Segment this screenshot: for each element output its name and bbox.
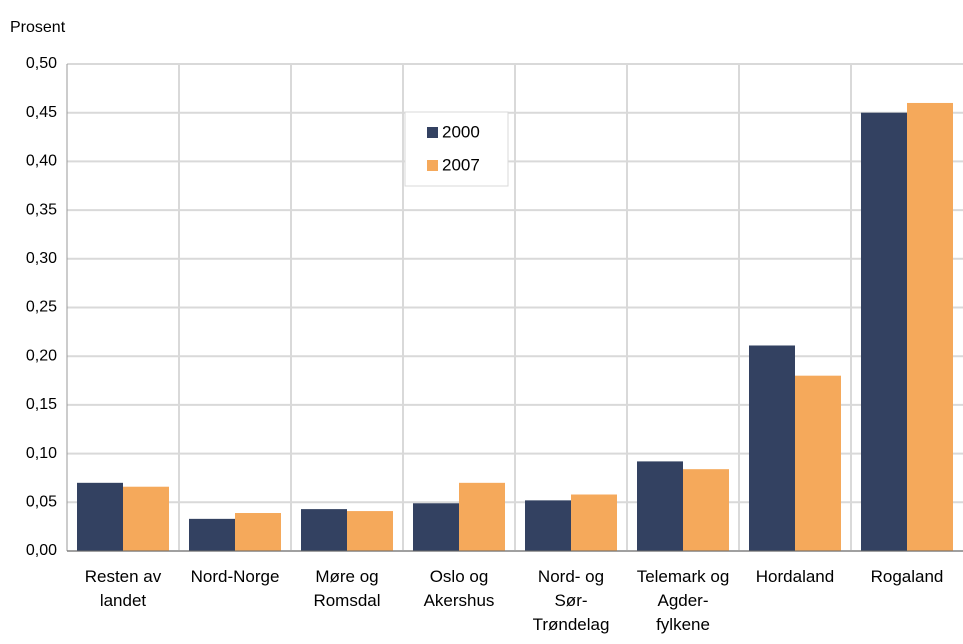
legend-swatch xyxy=(427,160,438,171)
bar xyxy=(347,511,393,551)
x-tick-label: Telemark og Agder-fylkene xyxy=(636,567,730,634)
bar xyxy=(907,102,953,552)
bar xyxy=(77,482,123,551)
x-tick-label: Oslo og Akershus xyxy=(423,567,495,610)
legend-label: 2000 xyxy=(442,122,480,141)
y-tick-label: 0,50 xyxy=(26,55,57,72)
bar xyxy=(571,494,617,551)
bar xyxy=(749,345,795,551)
y-tick-label: 0,25 xyxy=(26,299,57,316)
y-tick-label: 0,40 xyxy=(26,153,57,170)
x-tick-label: Resten av landet xyxy=(84,567,162,610)
y-tick-label: 0,00 xyxy=(26,542,57,559)
x-tick-label: Hordaland xyxy=(755,567,835,586)
y-tick-label: 0,30 xyxy=(26,250,57,267)
grid xyxy=(67,63,963,552)
bar xyxy=(525,500,571,551)
bar xyxy=(459,482,505,551)
bar xyxy=(861,112,907,551)
legend-label: 2007 xyxy=(442,155,480,174)
y-tick-label: 0,35 xyxy=(26,201,57,218)
x-tick-label: Rogaland xyxy=(870,567,944,586)
legend: 2000 2007 xyxy=(404,111,509,187)
bar xyxy=(189,518,235,551)
y-tick-label: 0,45 xyxy=(26,104,57,121)
bar xyxy=(795,375,841,551)
bar xyxy=(413,503,459,551)
bar xyxy=(683,469,729,551)
y-axis-label: Prosent xyxy=(10,19,66,36)
y-tick-label: 0,05 xyxy=(26,494,57,511)
bar xyxy=(637,461,683,551)
y-tick-label: 0,10 xyxy=(26,445,57,462)
x-tick-label: Møre og Romsdal xyxy=(313,567,381,610)
bar xyxy=(123,486,169,551)
x-tick-label: Nord- og Sør-Trøndelag xyxy=(532,567,610,634)
y-tick-label: 0,15 xyxy=(26,396,57,413)
y-tick-label: 0,20 xyxy=(26,347,57,364)
legend-box xyxy=(404,111,509,187)
legend-swatch xyxy=(427,127,438,138)
bar xyxy=(301,509,347,551)
bar xyxy=(235,513,281,551)
x-tick-label: Nord-Norge xyxy=(190,567,280,586)
